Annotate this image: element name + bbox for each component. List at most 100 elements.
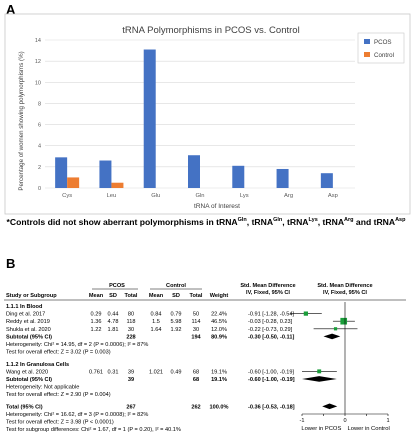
header-sd: SD bbox=[109, 293, 117, 299]
bar-pcos-lys bbox=[232, 165, 245, 188]
x-axis-label: tRNA of Interest bbox=[194, 203, 240, 210]
control-sd: 0.79 bbox=[171, 312, 182, 318]
y-tick-labels: 0 2 4 6 8 10 12 14 bbox=[35, 38, 41, 192]
y-tick-label: 4 bbox=[38, 144, 41, 150]
study-name: Wang et al. 2020 bbox=[6, 369, 48, 375]
pcos-sd: 4.78 bbox=[108, 319, 119, 325]
subgroup-title: 1.1.1 In Blood bbox=[6, 304, 43, 310]
subtotal-diamond bbox=[302, 376, 337, 382]
header-smd-left: Std. Mean Difference bbox=[240, 283, 295, 289]
pcos-sd: 0.44 bbox=[108, 312, 119, 318]
x-tick-label: -1 bbox=[300, 418, 305, 424]
total-pcos: 267 bbox=[126, 404, 135, 410]
header-smd-right-sub: IV, Fixed, 95% CI bbox=[323, 290, 367, 296]
x-tick-labels: Cys Leu Glu Gln Lys Arg Asp bbox=[62, 193, 338, 199]
pcos-sd: 0.31 bbox=[108, 369, 119, 375]
study-ci: -0.03 [-0.28, 0.23] bbox=[248, 319, 293, 325]
subgroup-differences: Test for subgroup differences: Chi² = 1.… bbox=[6, 427, 181, 433]
study-square bbox=[333, 327, 338, 331]
study-ci: -0.91 [-1.28, -0.54] bbox=[248, 312, 294, 318]
overall-effect-text: Test for overall effect: Z = 3.02 (P = 0… bbox=[6, 350, 111, 356]
bar-pcos-asp bbox=[320, 173, 333, 188]
control-total: 68 bbox=[193, 369, 199, 375]
study-ci: -0.22 [-0.73, 0.29] bbox=[248, 327, 293, 333]
bar-control-leu bbox=[111, 182, 124, 188]
pcos-mean: 0.761 bbox=[89, 369, 103, 375]
subtotal-control-total: 68 bbox=[193, 377, 199, 383]
y-tick-label: 8 bbox=[38, 101, 41, 107]
subtotal-weight: 80.9% bbox=[211, 334, 227, 340]
footnote-text: , tRNA bbox=[317, 217, 345, 227]
legend-swatch-pcos bbox=[364, 39, 370, 44]
study-name: Shukla et al. 2020 bbox=[6, 327, 51, 333]
header-mean: Mean bbox=[89, 293, 104, 299]
pcos-total: 30 bbox=[128, 327, 134, 333]
legend-label-pcos: PCOS bbox=[374, 39, 392, 46]
header-smd-right: Std. Mean Difference bbox=[317, 283, 372, 289]
y-tick-label: 12 bbox=[35, 59, 41, 65]
footnote-text: , tRNA bbox=[282, 217, 309, 227]
x-tick-label: Gln bbox=[195, 193, 204, 199]
pcos-mean: 0.29 bbox=[91, 312, 102, 318]
control-mean: 0.84 bbox=[151, 312, 162, 318]
subtotal-diamond bbox=[323, 333, 341, 340]
legend-box bbox=[357, 32, 405, 64]
legend: PCOS Control bbox=[357, 32, 405, 64]
bar-pcos-gln bbox=[188, 155, 200, 188]
control-mean: 1.5 bbox=[152, 319, 160, 325]
x-tick-label: 0 bbox=[343, 418, 346, 424]
study-square bbox=[317, 369, 322, 374]
header-sd: SD bbox=[172, 293, 180, 299]
header-total: Total bbox=[190, 293, 203, 299]
subtotal-control-total: 194 bbox=[191, 334, 201, 340]
subtotal-label: Subtotal (95% CI) bbox=[6, 377, 52, 383]
total-ci: -0.36 [-0.53, -0.18] bbox=[248, 404, 295, 410]
axis-right-label: Lower in Control bbox=[348, 426, 390, 432]
control-mean: 1.64 bbox=[151, 327, 162, 333]
header-study: Study or Subgroup bbox=[6, 293, 57, 299]
pcos-sd: 1.81 bbox=[108, 327, 119, 333]
header-total: Total bbox=[125, 293, 138, 299]
control-total: 30 bbox=[193, 327, 199, 333]
subtotal-pcos-total: 228 bbox=[126, 334, 135, 340]
heterogeneity-text: Heterogeneity: Chi² = 14.95, df = 2 (P =… bbox=[6, 342, 148, 348]
control-sd: 5.98 bbox=[171, 319, 182, 325]
footnote-text: , tRNA bbox=[246, 217, 274, 227]
control-mean: 1.021 bbox=[149, 369, 163, 375]
pcos-mean: 1.22 bbox=[91, 327, 102, 333]
footnote-superscript: Asp bbox=[395, 217, 406, 224]
subtotal-weight: 19.1% bbox=[211, 377, 227, 383]
total-heterogeneity: Heterogeneity: Chi² = 16.62, df = 3 (P =… bbox=[6, 412, 148, 418]
bar-pcos-cys bbox=[55, 157, 68, 188]
legend-swatch-control bbox=[364, 52, 370, 57]
header-smd-left-sub: IV, Fixed, 95% CI bbox=[246, 290, 290, 296]
x-tick-label: Arg bbox=[284, 193, 293, 199]
y-tick-label: 10 bbox=[35, 80, 41, 86]
x-tick-label: Lys bbox=[240, 193, 249, 199]
y-tick-label: 0 bbox=[38, 186, 41, 192]
total-weight: 100.0% bbox=[210, 404, 229, 410]
total-label: Total (95% CI) bbox=[6, 404, 43, 410]
bar-pcos-leu bbox=[99, 160, 112, 188]
footnote-text: *Controls did not show aberrant polymorp… bbox=[6, 217, 238, 227]
subtotal-pcos-total: 39 bbox=[128, 377, 134, 383]
bars bbox=[55, 49, 333, 189]
legend-label-control: Control bbox=[374, 52, 394, 59]
header-control: Control bbox=[166, 283, 186, 289]
y-axis-label: Percentage of women showing polymorphism… bbox=[18, 51, 25, 190]
study-name: Ding et al. 2017 bbox=[6, 312, 45, 318]
study-square bbox=[303, 311, 308, 316]
heterogeneity-text: Heterogeneity: Not applicable bbox=[6, 385, 79, 391]
panel-b-letter: B bbox=[6, 256, 16, 271]
x-tick-label: Asp bbox=[328, 193, 338, 199]
bar-pcos-arg bbox=[276, 168, 289, 188]
subgroup-title: 1.1.2 In Granulosa Cells bbox=[6, 362, 69, 368]
footnote-superscript: Arg bbox=[344, 217, 354, 224]
x-tick-label: Glu bbox=[151, 193, 160, 199]
control-sd: 1.92 bbox=[171, 327, 182, 333]
total-control: 262 bbox=[191, 404, 200, 410]
y-tick-label: 14 bbox=[35, 38, 41, 44]
x-tick-label: Cys bbox=[62, 193, 72, 199]
footnote-superscript: Gln bbox=[237, 217, 247, 224]
